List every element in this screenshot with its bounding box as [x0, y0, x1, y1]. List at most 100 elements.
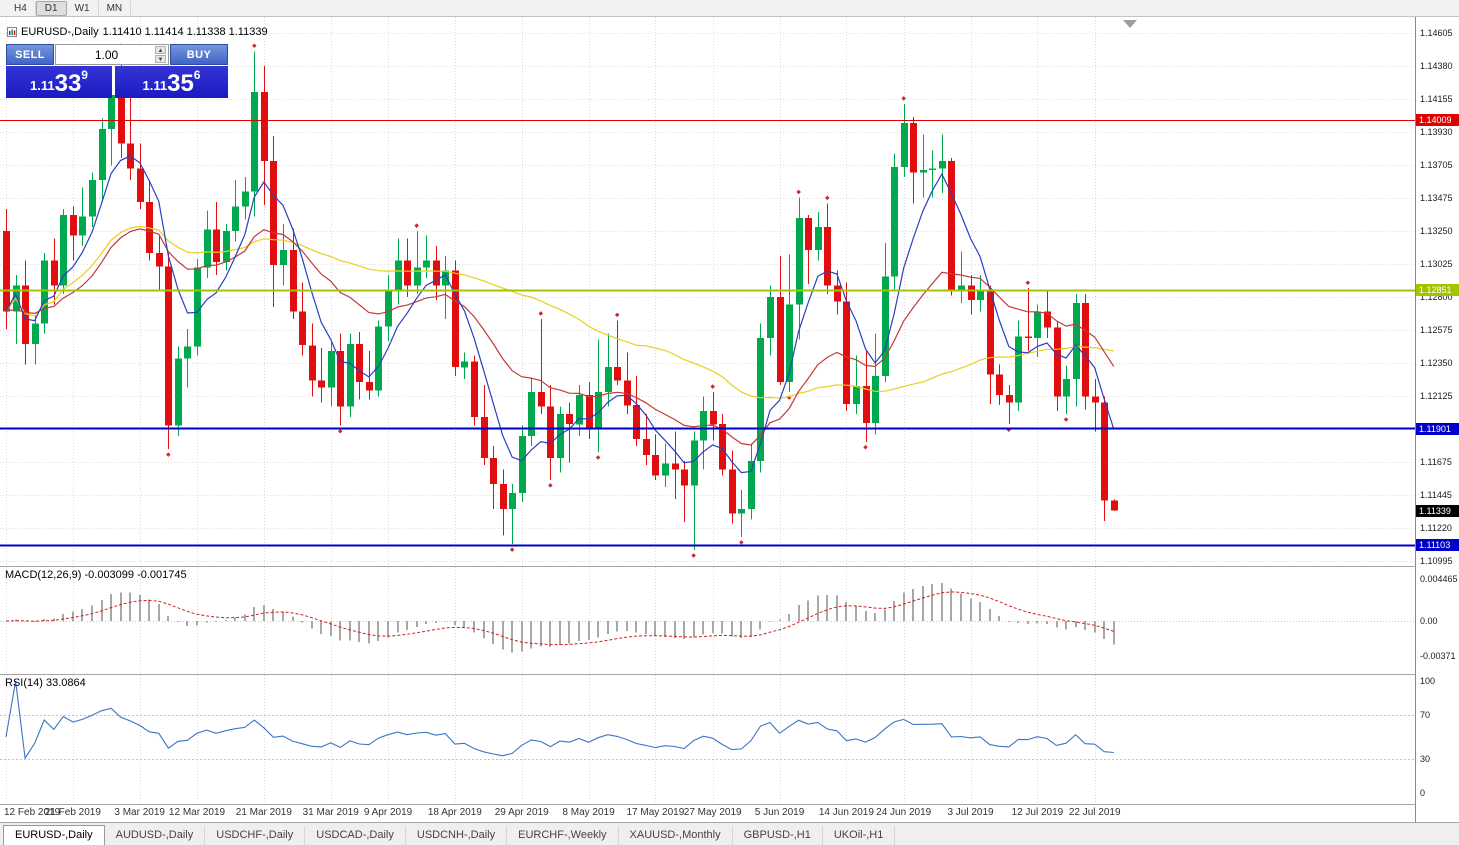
- date-label: 29 Apr 2019: [494, 807, 549, 818]
- sell-price-base: 1.11: [30, 78, 55, 93]
- date-label: 5 Jun 2019: [754, 807, 805, 818]
- price-badge-1.14009: 1.14009: [1416, 114, 1459, 127]
- date-label: 21 Feb 2019: [44, 807, 101, 818]
- rsi-tick-label: 0: [1420, 788, 1426, 798]
- chart-title-symbol: EURUSD-,Daily: [21, 26, 99, 38]
- macd-values-text: -0.003099 -0.001745: [84, 569, 187, 581]
- chart-tab-gbpusd-h1[interactable]: GBPUSD-,H1: [733, 826, 823, 845]
- volume-box: ▲ ▼: [55, 44, 169, 65]
- current-price-badge: 1.11339: [1416, 504, 1459, 517]
- pane-separator[interactable]: [0, 566, 1459, 567]
- date-label: 24 Jun 2019: [876, 807, 932, 818]
- horizontal-grid: [0, 33, 1415, 562]
- buy-price-panel[interactable]: 1.11 35 6: [115, 66, 228, 98]
- ma-fast-line: [5, 155, 1115, 474]
- date-label: 8 May 2019: [562, 807, 615, 818]
- price-tick-label: 1.13930: [1420, 126, 1453, 137]
- price-tick-label: 1.14155: [1420, 93, 1453, 104]
- price-badge-1.11901: 1.11901: [1416, 422, 1459, 435]
- timeframe-button-w1[interactable]: W1: [67, 0, 99, 16]
- sell-price-sup: 9: [81, 68, 88, 82]
- volume-up-button[interactable]: ▲: [155, 46, 166, 54]
- rsi-tick-label: 70: [1420, 709, 1431, 720]
- buy-button[interactable]: BUY: [170, 44, 228, 65]
- candles-layer: [3, 51, 1118, 550]
- price-tick-label: 1.10995: [1420, 556, 1453, 566]
- date-label: 22 Jul 2019: [1068, 807, 1121, 818]
- pane-separator[interactable]: [0, 674, 1459, 675]
- buy-price-sup: 6: [193, 68, 201, 82]
- price-tick-label: 1.13475: [1420, 193, 1453, 204]
- price-tick-label: 1.12575: [1420, 324, 1453, 335]
- chart-title: EURUSD-,Daily 1.11410 1.11414 1.11338 1.…: [7, 26, 268, 38]
- buy-price-base: 1.11: [142, 78, 168, 93]
- date-label: 12 Jul 2019: [1011, 807, 1064, 818]
- date-label: 3 Jul 2019: [947, 807, 994, 818]
- chart-window[interactable]: 12 Feb 2019 21 Feb 2019 3 Mar 2019 12 Mar 2…: [0, 17, 1459, 822]
- macd-tick-label: 0.00: [1420, 616, 1438, 626]
- price-axis[interactable]: 1.14605 1.14380 1.14155 1.13930 1.13705 1.134…: [1415, 17, 1459, 822]
- macd-pane[interactable]: [0, 567, 1415, 674]
- pane-separator: [0, 804, 1459, 805]
- chart-tab-usdcnh-daily[interactable]: USDCNH-,Daily: [406, 826, 508, 845]
- volume-down-button[interactable]: ▼: [155, 55, 166, 63]
- timeframe-button-mn[interactable]: MN: [99, 0, 132, 16]
- macd-histogram: [15, 582, 1115, 653]
- chart-tab-eurusd-daily[interactable]: EURUSD-,Daily: [3, 825, 105, 845]
- rsi-pane[interactable]: [0, 675, 1415, 804]
- date-label: 3 Mar 2019: [114, 807, 165, 818]
- rsi-tick-label: 100: [1420, 676, 1436, 686]
- date-label: 14 Jun 2019: [818, 807, 874, 818]
- chart-tab-usdcad-daily[interactable]: USDCAD-,Daily: [305, 826, 406, 845]
- main-chart-pane[interactable]: [0, 17, 1415, 566]
- sell-price-panel[interactable]: 1.11 33 9: [6, 66, 112, 98]
- price-badge-1.12851: 1.12851: [1416, 283, 1459, 296]
- price-tick-label: 1.13250: [1420, 226, 1453, 237]
- timeframe-toolbar: H4 D1 W1 MN: [0, 0, 1459, 17]
- rsi-tick-label: 30: [1420, 754, 1431, 765]
- chart-tab-ukoil-h1[interactable]: UKOil-,H1: [823, 826, 896, 845]
- date-axis[interactable]: 12 Feb 2019 21 Feb 2019 3 Mar 2019 12 Mar 2…: [0, 805, 1415, 822]
- date-label: 21 Mar 2019: [235, 807, 292, 818]
- date-label: 18 Apr 2019: [427, 807, 482, 818]
- volume-input[interactable]: [56, 47, 168, 62]
- date-label: 12 Feb 2019: [4, 807, 61, 818]
- ma-slow-line: [5, 225, 1114, 399]
- chart-tab-audusd-daily[interactable]: AUDUSD-,Daily: [105, 826, 206, 845]
- rsi-indicator-label: RSI(14) 33.0864: [5, 677, 86, 689]
- vertical-grid: [6, 675, 1096, 804]
- rsi-label-text: RSI(14): [5, 677, 43, 689]
- price-tick-label: 1.12800: [1420, 292, 1453, 302]
- price-tick-label: 1.13025: [1420, 259, 1453, 270]
- price-tick-label: 1.11220: [1420, 523, 1452, 534]
- timeframe-button-h4[interactable]: H4: [6, 0, 36, 16]
- date-label: 27 May 2019: [683, 807, 742, 818]
- price-tick-label: 1.11445: [1420, 490, 1452, 501]
- chart-tab-eurchf-weekly[interactable]: EURCHF-,Weekly: [507, 826, 619, 845]
- macd-tick-label: -0.00371: [1420, 650, 1456, 661]
- chart-shift-marker[interactable]: [1123, 20, 1137, 28]
- chart-tabs-bar: EURUSD-,Daily AUDUSD-,Daily USDCHF-,Daily U…: [0, 822, 1459, 845]
- chart-title-quote: 1.11410 1.11414 1.11338 1.11339: [102, 26, 268, 38]
- sell-button[interactable]: SELL: [6, 44, 54, 65]
- chart-tab-xauusd-monthly[interactable]: XAUUSD-,Monthly: [619, 826, 733, 845]
- price-tick-label: 1.12350: [1420, 357, 1453, 368]
- macd-indicator-label: MACD(12,26,9) -0.003099 -0.001745: [5, 569, 187, 581]
- macd-tick-label: 0.004465: [1420, 574, 1458, 584]
- rsi-value-text: 33.0864: [45, 677, 86, 689]
- chart-tab-usdchf-daily[interactable]: USDCHF-,Daily: [205, 826, 306, 845]
- price-tick-label: 1.12125: [1420, 390, 1453, 401]
- date-label: 31 Mar 2019: [302, 807, 359, 818]
- timeframe-button-d1[interactable]: D1: [35, 0, 67, 16]
- date-label: 9 Apr 2019: [363, 807, 413, 818]
- volume-spinner: ▲ ▼: [155, 46, 167, 63]
- macd-signal-line: [5, 591, 1114, 646]
- price-tick-label: 1.11675: [1420, 456, 1452, 467]
- price-tick-label: 1.14605: [1420, 28, 1453, 38]
- date-label: 17 May 2019: [626, 807, 685, 818]
- date-label: 12 Mar 2019: [168, 807, 226, 818]
- chart-icon: [7, 27, 17, 37]
- price-tick-label: 1.14380: [1420, 60, 1453, 71]
